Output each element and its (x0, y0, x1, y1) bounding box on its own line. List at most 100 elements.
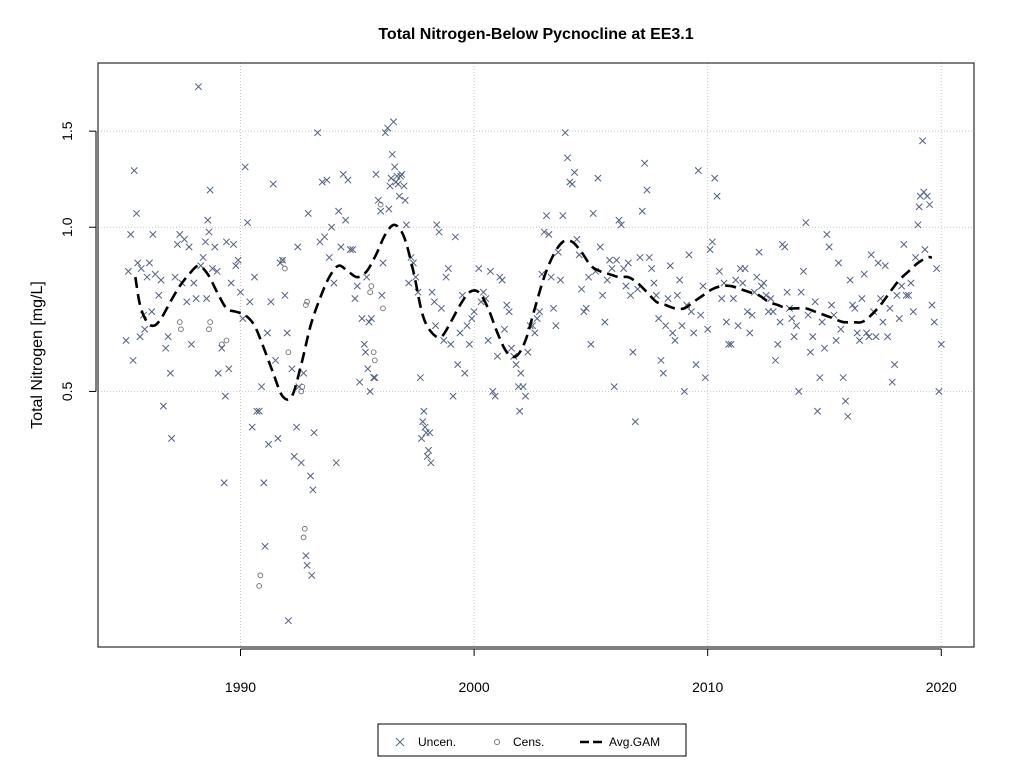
uncen-point (722, 318, 730, 326)
uncen-point (431, 322, 440, 330)
uncen-point (151, 270, 159, 278)
uncen-point (366, 387, 374, 395)
uncen-point (825, 243, 833, 251)
uncen-point (372, 170, 380, 178)
uncen-point (263, 329, 271, 337)
uncen-point (886, 304, 894, 312)
uncen-point (792, 322, 801, 330)
uncen-point (393, 172, 401, 180)
uncen-point (517, 369, 525, 377)
chart-title: Total Nitrogen-Below Pycnocline at EE3.1 (378, 26, 693, 43)
uncen-point (608, 264, 616, 273)
uncen-point (378, 291, 386, 299)
uncen-point (545, 230, 553, 238)
uncen-point (358, 315, 366, 323)
uncen-point (556, 276, 565, 284)
x-axis: 1990 2000 2010 2020 (225, 648, 957, 695)
uncen-point (363, 273, 371, 281)
cens-point (299, 383, 306, 390)
uncen-point (697, 311, 705, 319)
uncen-point (802, 218, 810, 227)
uncen-point (535, 308, 544, 316)
uncen-point (715, 267, 723, 275)
uncen-point (797, 288, 805, 296)
uncen-point (585, 273, 593, 281)
uncen-point (795, 387, 803, 395)
grid-layer (98, 63, 974, 647)
uncen-point (132, 209, 141, 217)
uncen-point (699, 282, 707, 290)
uncen-point (809, 333, 817, 341)
uncen-point (846, 276, 854, 284)
uncen-point (220, 479, 228, 487)
uncensored-points (122, 83, 945, 625)
uncen-point (620, 264, 628, 273)
uncen-point (841, 397, 850, 405)
uncen-point (442, 273, 450, 281)
uncen-point (692, 361, 700, 369)
uncen-point (818, 318, 826, 326)
uncen-point (930, 318, 938, 326)
avg-gam-line (134, 223, 933, 401)
uncen-point (241, 163, 249, 171)
uncen-point (933, 264, 941, 273)
uncen-point (603, 276, 611, 284)
uncen-point (323, 176, 331, 184)
uncen-point (166, 369, 174, 377)
uncen-point (636, 253, 644, 262)
uncen-point (192, 294, 200, 303)
uncen-point (573, 235, 581, 243)
uncen-point (613, 256, 621, 264)
uncen-point (269, 180, 277, 188)
uncen-point (248, 423, 256, 431)
uncen-point (811, 298, 819, 306)
uncen-point (288, 365, 296, 373)
uncen-point (516, 407, 524, 415)
uncen-point (475, 264, 483, 273)
uncen-point (540, 228, 548, 236)
uncen-point (884, 333, 892, 341)
uncen-point (379, 259, 387, 267)
uncen-point (303, 561, 311, 569)
uncen-point (519, 383, 527, 391)
x-tick-label: 2000 (459, 679, 490, 695)
uncen-point (346, 246, 354, 254)
uncen-point (659, 369, 667, 377)
uncen-point (427, 459, 435, 467)
uncen-point (274, 434, 282, 442)
uncen-point (820, 344, 829, 352)
uncen-point (900, 240, 908, 248)
uncen-point (521, 392, 530, 400)
legend-item-gam: Avg.GAM (580, 735, 660, 749)
uncen-point (655, 315, 663, 323)
uncen-point (753, 273, 761, 281)
uncen-point (479, 288, 487, 296)
cens-point (176, 319, 183, 325)
uncen-point (858, 294, 866, 303)
uncen-point (435, 228, 443, 236)
uncen-point (232, 262, 240, 270)
uncen-point (183, 298, 191, 306)
uncen-point (650, 279, 658, 287)
uncen-point (314, 129, 322, 137)
uncen-point (290, 452, 298, 460)
uncen-point (559, 212, 567, 220)
uncen-point (124, 267, 132, 275)
uncen-point (199, 253, 207, 262)
uncen-point (680, 387, 688, 395)
uncen-point (615, 216, 623, 224)
uncen-point (412, 273, 420, 281)
uncen-point (708, 238, 716, 246)
uncen-point (145, 259, 153, 267)
x-tick-label: 2020 (926, 679, 957, 695)
uncen-point (937, 340, 945, 348)
uncen-point (308, 571, 316, 579)
uncen-point (239, 315, 247, 323)
uncen-point (732, 276, 740, 284)
uncen-point (470, 308, 478, 316)
legend-label-uncen: Uncen. (418, 735, 456, 749)
uncen-point (205, 228, 213, 236)
uncen-point (463, 322, 471, 330)
uncen-point (669, 329, 677, 337)
uncen-point (741, 264, 749, 273)
